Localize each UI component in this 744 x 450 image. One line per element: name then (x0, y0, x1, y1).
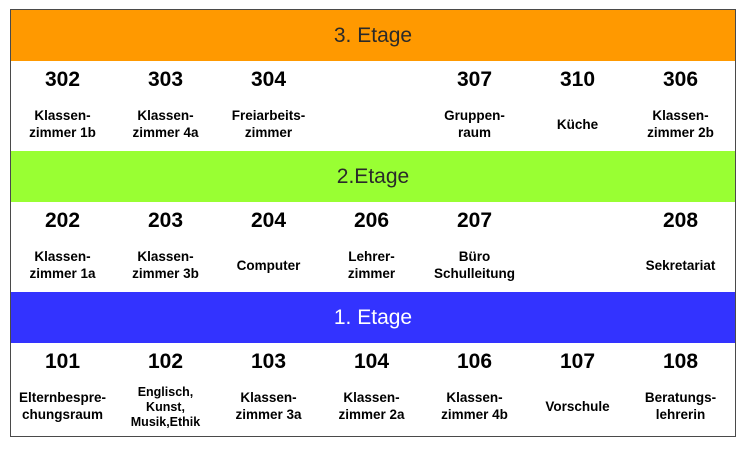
room-name: Vorschule (545, 398, 610, 414)
room-name: Beratungs- lehrerin (644, 390, 717, 422)
room-number: 306 (662, 68, 699, 91)
room-name: Klassen- zimmer 2a (338, 390, 405, 422)
room-name: Klassen- zimmer 3a (235, 390, 302, 422)
floor-2-bar: 2.Etage (11, 151, 735, 202)
room-number: 203 (147, 209, 184, 232)
room-number: 207 (456, 209, 493, 232)
room-name: Englisch, Kunst, Musik,Ethik (130, 384, 201, 429)
room-number: 304 (250, 68, 287, 91)
room-empty (526, 202, 629, 292)
room-number: 102 (147, 350, 184, 373)
room-304: 304 Freiarbeits- zimmer (217, 61, 320, 151)
room-208: 208 Sekretariat (629, 202, 732, 292)
room-name: Klassen- zimmer 2b (647, 108, 714, 140)
room-103: 103 Klassen- zimmer 3a (217, 343, 320, 433)
room-310: 310 Küche (526, 61, 629, 151)
room-203: 203 Klassen- zimmer 3b (114, 202, 217, 292)
room-102: 102 Englisch, Kunst, Musik,Ethik (114, 343, 217, 433)
room-number: 107 (559, 350, 596, 373)
floor-1-rooms: 101 Elternbespre- chungsraum 102 Englisc… (11, 343, 735, 433)
room-106: 106 Klassen- zimmer 4b (423, 343, 526, 433)
floor-3-rooms: 302 Klassen- zimmer 1b 303 Klassen- zimm… (11, 61, 735, 151)
room-number: 103 (250, 350, 287, 373)
room-number: 204 (250, 209, 287, 232)
floor-1-bar: 1. Etage (11, 292, 735, 343)
room-206: 206 Lehrer- zimmer (320, 202, 423, 292)
room-name: Elternbespre- chungsraum (18, 390, 107, 422)
room-name: Freiarbeits- zimmer (231, 108, 306, 140)
room-number: 307 (456, 68, 493, 91)
room-204: 204 Computer (217, 202, 320, 292)
room-number: 202 (44, 209, 81, 232)
room-202: 202 Klassen- zimmer 1a (11, 202, 114, 292)
room-name: Computer (236, 257, 301, 273)
room-name: Klassen- zimmer 4b (441, 390, 508, 422)
floor-3-label: 3. Etage (333, 23, 413, 47)
room-name (320, 101, 423, 147)
room-name: Lehrer- zimmer (347, 249, 396, 281)
room-name (526, 242, 629, 288)
room-name: Sekretariat (645, 257, 716, 273)
room-number: 303 (147, 68, 184, 91)
floor-1-label: 1. Etage (333, 305, 413, 329)
room-number: 302 (44, 68, 81, 91)
room-104: 104 Klassen- zimmer 2a (320, 343, 423, 433)
room-107: 107 Vorschule (526, 343, 629, 433)
room-name: Klassen- zimmer 3b (132, 249, 199, 281)
room-number: 106 (456, 350, 493, 373)
room-name: Küche (556, 116, 599, 132)
floor-2-rooms: 202 Klassen- zimmer 1a 203 Klassen- zimm… (11, 202, 735, 292)
room-307: 307 Gruppen- raum (423, 61, 526, 151)
room-name: Klassen- zimmer 4a (132, 108, 199, 140)
room-101: 101 Elternbespre- chungsraum (11, 343, 114, 433)
room-name: Klassen- zimmer 1a (29, 249, 96, 281)
room-name: Büro Schulleitung (434, 249, 515, 281)
room-name: Gruppen- raum (444, 108, 505, 140)
floor-3-bar: 3. Etage (11, 10, 735, 61)
room-number: 310 (559, 68, 596, 91)
room-108: 108 Beratungs- lehrerin (629, 343, 732, 433)
room-306: 306 Klassen- zimmer 2b (629, 61, 732, 151)
room-302: 302 Klassen- zimmer 1b (11, 61, 114, 151)
room-empty (320, 61, 423, 151)
room-name: Klassen- zimmer 1b (29, 108, 96, 140)
room-number: 208 (662, 209, 699, 232)
room-207: 207 Büro Schulleitung (423, 202, 526, 292)
room-number: 101 (44, 350, 81, 373)
room-303: 303 Klassen- zimmer 4a (114, 61, 217, 151)
room-number: 108 (662, 350, 699, 373)
room-number: 206 (353, 209, 390, 232)
floor-2-label: 2.Etage (336, 164, 410, 188)
floor-plan: 3. Etage 302 Klassen- zimmer 1b 303 Klas… (10, 9, 736, 437)
room-number: 104 (353, 350, 390, 373)
